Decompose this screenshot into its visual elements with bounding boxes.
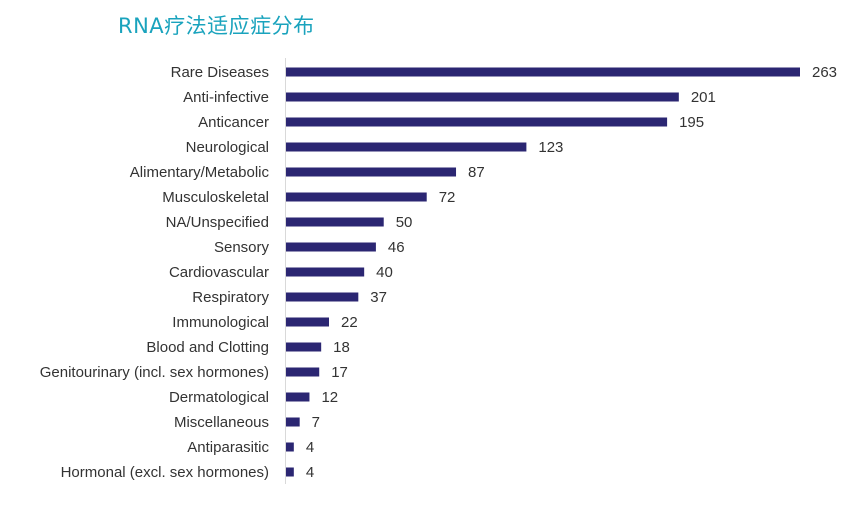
bar <box>286 292 359 302</box>
value-label: 4 <box>306 464 314 481</box>
bar <box>286 267 365 277</box>
bar <box>286 467 294 477</box>
bar <box>286 242 376 252</box>
category-label: Hormonal (excl. sex hormones) <box>61 464 269 481</box>
category-label: Sensory <box>214 239 270 256</box>
bar <box>286 67 800 77</box>
value-label: 37 <box>370 289 387 306</box>
bar <box>286 92 679 102</box>
bars-group: Rare Diseases 263 Anti-infective 201 Antican… <box>40 64 837 481</box>
value-label: 263 <box>812 64 837 81</box>
bar <box>286 317 329 327</box>
category-label: Genitourinary (incl. sex hormones) <box>40 364 269 381</box>
category-label: Immunological <box>172 314 269 331</box>
value-label: 22 <box>341 314 358 331</box>
category-label: Musculoskeletal <box>162 189 269 206</box>
bar <box>286 417 300 427</box>
bar <box>286 367 320 377</box>
category-label: Anti-infective <box>183 89 269 106</box>
category-label: Alimentary/Metabolic <box>130 164 270 181</box>
bar <box>286 167 457 177</box>
value-label: 18 <box>333 339 350 356</box>
value-label: 87 <box>468 164 485 181</box>
category-label: Anticancer <box>198 114 269 131</box>
chart-title: RNA疗法适应症分布 <box>118 14 315 38</box>
value-label: 40 <box>376 264 393 281</box>
value-label: 72 <box>439 189 456 206</box>
category-label: Dermatological <box>169 389 269 406</box>
value-label: 123 <box>538 139 563 156</box>
value-label: 50 <box>396 214 413 231</box>
bar <box>286 442 294 452</box>
bar <box>286 342 322 352</box>
bar <box>286 142 527 152</box>
value-label: 195 <box>679 114 704 131</box>
category-label: Antiparasitic <box>187 439 269 456</box>
value-label: 4 <box>306 439 314 456</box>
category-label: Rare Diseases <box>171 64 269 81</box>
bar <box>286 117 668 127</box>
value-label: 7 <box>312 414 320 431</box>
value-label: 12 <box>321 389 338 406</box>
category-label: NA/Unspecified <box>166 214 269 231</box>
value-label: 17 <box>331 364 348 381</box>
value-label: 46 <box>388 239 405 256</box>
category-label: Cardiovascular <box>169 264 269 281</box>
bar <box>286 192 427 202</box>
bar <box>286 392 310 402</box>
category-label: Blood and Clotting <box>146 339 269 356</box>
category-label: Neurological <box>186 139 269 156</box>
bar <box>286 217 384 227</box>
value-label: 201 <box>691 89 716 106</box>
category-label: Miscellaneous <box>174 414 269 431</box>
category-label: Respiratory <box>192 289 269 306</box>
